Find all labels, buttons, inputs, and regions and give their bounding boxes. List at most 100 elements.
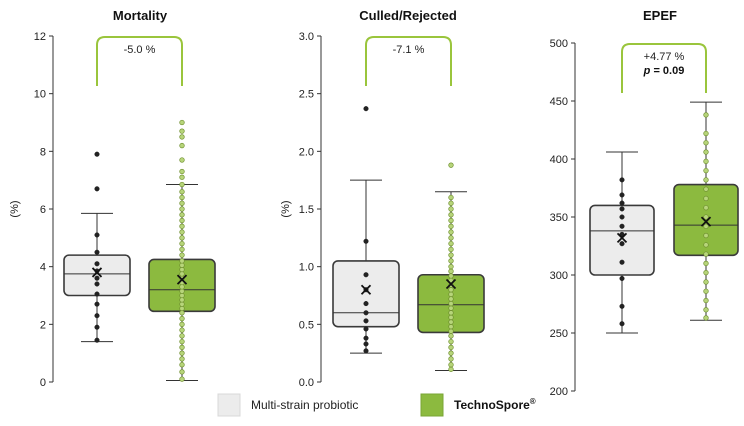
data-point [448, 194, 454, 201]
data-point [703, 288, 709, 294]
data-point [179, 174, 185, 180]
data-point [179, 344, 185, 351]
y-tick-label: 4 [40, 262, 46, 274]
data-point [703, 186, 709, 192]
data-point [94, 291, 100, 297]
data-point [619, 177, 625, 183]
data-point [179, 258, 185, 264]
comparison-annotation: -7.1 % [393, 44, 425, 56]
legend-item: Multi-strain probiotic [217, 393, 358, 417]
data-point [94, 313, 100, 319]
data-point [179, 229, 185, 235]
legend: Multi-strain probiotic TechnoSpore® [217, 393, 536, 417]
data-point [363, 106, 369, 112]
y-tick-label: 2 [40, 319, 46, 331]
data-point [179, 235, 185, 241]
data-point [619, 241, 625, 247]
data-point [703, 260, 709, 267]
data-point [619, 214, 625, 220]
data-point [703, 279, 709, 285]
y-tick-label: 200 [550, 386, 568, 398]
data-point [363, 326, 369, 332]
data-point [703, 251, 709, 257]
data-point [179, 246, 185, 253]
legend-label: Multi-strain probiotic [251, 398, 358, 412]
y-tick-label: 3.0 [299, 31, 314, 43]
data-point [94, 281, 100, 287]
data-point [94, 232, 100, 238]
data-point [703, 158, 709, 164]
data-point [179, 189, 185, 195]
y-tick-label: 2.0 [299, 146, 314, 158]
data-point [179, 301, 185, 307]
mean-x-stroke [91, 267, 103, 278]
data-point [448, 240, 454, 247]
data-point [703, 205, 709, 211]
y-tick-label: 0.5 [299, 319, 314, 331]
comparison-annotation: +4.77 % [644, 51, 685, 63]
data-point [619, 259, 625, 265]
data-point [179, 134, 185, 140]
data-point [703, 112, 709, 118]
data-point [94, 324, 100, 330]
data-point [363, 238, 369, 244]
data-point [703, 242, 709, 248]
data-point [179, 369, 185, 375]
data-point [179, 240, 185, 247]
y-tick-label: 2.5 [299, 89, 314, 101]
data-point [363, 348, 369, 354]
data-point [179, 321, 185, 327]
panel-epef: EPEF 200 250 300 350 400 450 500 +4.77 % p = 0.09 [550, 8, 739, 398]
comparison-annotation: -5.0 % [124, 44, 156, 56]
data-point [448, 300, 454, 307]
data-point [179, 362, 185, 368]
data-point [448, 328, 454, 334]
data-point [179, 271, 185, 277]
data-point [179, 142, 185, 149]
data-point [179, 206, 185, 212]
data-point [179, 128, 185, 134]
data-point [703, 130, 709, 137]
box-iqr [63, 254, 131, 297]
data-point [448, 344, 454, 351]
data-point [448, 305, 454, 311]
data-point [179, 212, 185, 218]
box-multi-strain [589, 151, 655, 334]
box-technospore [417, 162, 485, 372]
y-tick-label: 6 [40, 204, 46, 216]
data-point [94, 337, 100, 343]
y-tick-label: 0 [40, 377, 46, 389]
data-point [619, 200, 625, 206]
mean-x-stroke [360, 284, 372, 295]
data-point [448, 273, 454, 279]
box-iqr [332, 260, 400, 328]
y-tick-label: 400 [550, 154, 568, 166]
panel-title: Culled/Rejected [359, 8, 457, 23]
data-point [94, 186, 100, 192]
data-point [703, 232, 709, 239]
y-tick-label: 1.5 [299, 204, 314, 216]
data-point [448, 200, 454, 206]
data-point [448, 235, 454, 241]
data-point [448, 356, 454, 362]
data-point [179, 297, 185, 303]
data-point [703, 223, 709, 229]
data-point [619, 192, 625, 198]
box-technospore [673, 101, 739, 321]
data-point [619, 303, 625, 309]
data-point [179, 315, 185, 322]
data-point [448, 162, 454, 168]
data-point [179, 310, 185, 316]
data-point [703, 177, 709, 183]
mean-marker [700, 216, 712, 227]
data-point [703, 140, 709, 146]
data-point [448, 310, 454, 316]
data-point [179, 181, 185, 188]
data-point [448, 291, 454, 297]
data-point [363, 301, 369, 307]
data-point [448, 314, 454, 321]
data-point [94, 275, 100, 281]
data-point [363, 310, 369, 316]
data-point [179, 327, 185, 333]
mean-marker [91, 267, 103, 278]
